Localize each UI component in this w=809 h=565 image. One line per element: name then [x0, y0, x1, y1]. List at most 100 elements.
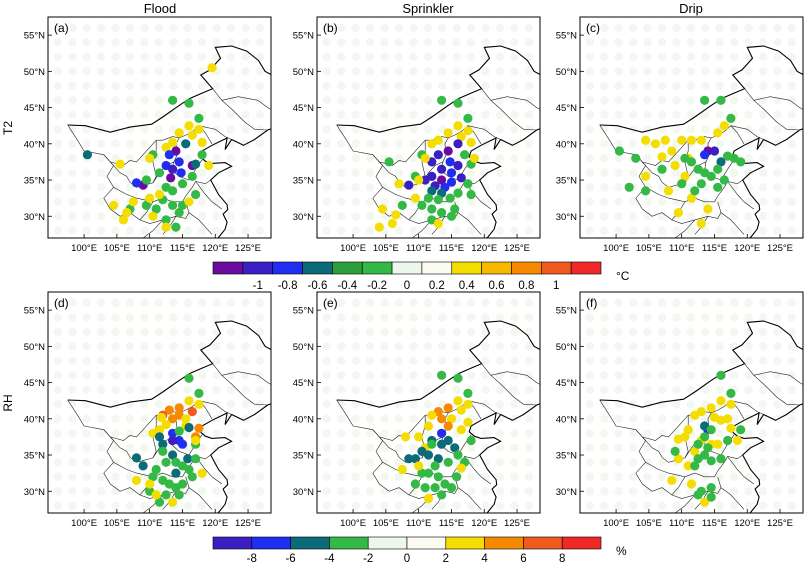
station-point — [194, 399, 204, 409]
lon-tick-label: 110°E — [406, 518, 431, 529]
column-title-drip: Drip — [679, 1, 703, 16]
station-point — [716, 157, 726, 167]
station-point — [716, 370, 726, 380]
province-border — [221, 371, 271, 385]
station-point — [427, 439, 437, 449]
station-point — [443, 403, 453, 413]
lon-tick-label: 110°E — [406, 243, 431, 254]
station-point — [378, 204, 388, 214]
province-border — [753, 96, 803, 110]
station-point — [736, 425, 746, 435]
colorbar-swatch — [302, 261, 333, 275]
province-border — [372, 462, 409, 496]
station-point — [723, 151, 733, 161]
background-station-grid — [53, 298, 265, 510]
station-point — [437, 414, 447, 424]
station-point — [197, 150, 207, 160]
lon-tick-label: 100°E — [603, 243, 629, 254]
station-point — [686, 479, 697, 489]
station-point — [194, 124, 204, 134]
station-point — [716, 454, 726, 464]
station-point — [437, 439, 447, 449]
station-point — [466, 189, 476, 200]
lat-tick-label: 50°N — [24, 342, 45, 353]
station-point — [166, 173, 176, 183]
lon-tick-label: 105°E — [636, 243, 662, 254]
station-point — [181, 139, 191, 149]
lat-tick-label: 50°N — [293, 67, 314, 78]
lat-tick-label: 40°N — [24, 139, 45, 150]
station-point — [443, 457, 453, 467]
station-point — [174, 128, 184, 138]
station-point — [423, 193, 434, 203]
station-point — [138, 461, 148, 471]
province-border — [198, 400, 232, 415]
colorbar-label: 8 — [559, 553, 565, 565]
station-point — [177, 439, 188, 449]
station-point — [177, 479, 188, 489]
province-border — [635, 187, 672, 221]
station-point — [174, 426, 184, 436]
station-point — [713, 164, 723, 174]
lon-tick-label: 105°E — [373, 243, 399, 254]
panel-frame — [47, 16, 272, 239]
station-point — [437, 428, 447, 438]
lon-tick-label: 115°E — [170, 243, 195, 254]
lon-tick-label: 100°E — [603, 518, 629, 529]
background-station-grid — [585, 298, 797, 510]
station-point — [414, 432, 424, 442]
station-point — [456, 132, 466, 142]
lon-tick-label: 120°E — [471, 518, 497, 529]
station-point — [145, 479, 155, 489]
station-point — [197, 468, 207, 478]
station-point — [703, 204, 713, 214]
colorbar-label: -2 — [363, 553, 373, 565]
lat-tick-label: 50°N — [24, 67, 45, 78]
station-point — [683, 461, 693, 471]
station-point — [713, 439, 723, 449]
station-point — [446, 483, 457, 493]
station-point — [151, 464, 161, 475]
colorbar-label: -8 — [247, 553, 257, 565]
province-border — [753, 371, 803, 385]
station-point — [453, 188, 463, 198]
lon-tick-label: 115°E — [702, 243, 727, 254]
colorbar-label: 0.8 — [518, 280, 534, 292]
station-point — [463, 388, 473, 398]
colorbar-swatch — [523, 536, 563, 550]
station-point — [670, 446, 680, 456]
station-point — [680, 153, 690, 163]
panel-label: (e) — [323, 296, 338, 310]
lat-tick-label: 35°N — [24, 176, 45, 187]
station-point — [445, 193, 455, 203]
station-point — [427, 186, 437, 196]
colorbar-swatch — [242, 261, 273, 275]
lon-tick-label: 115°E — [439, 243, 464, 254]
panel-frame — [316, 16, 541, 239]
panel-frame — [47, 291, 272, 514]
station-point — [168, 137, 178, 147]
lat-tick-label: 50°N — [293, 342, 314, 353]
province-border — [411, 219, 433, 238]
lat-tick-label: 50°N — [556, 342, 577, 353]
lat-tick-label: 35°N — [556, 176, 577, 187]
lon-tick-label: 120°E — [734, 243, 760, 254]
station-point — [450, 443, 460, 453]
background-station-grid — [322, 298, 534, 510]
station-point — [456, 405, 466, 415]
station-point — [726, 399, 736, 409]
lon-tick-label: 125°E — [504, 518, 530, 529]
station-point — [417, 200, 427, 210]
station-point — [168, 164, 178, 174]
panel-frame — [579, 16, 804, 239]
colorbar-label: 2 — [443, 553, 449, 565]
colorbar-label: -0.4 — [337, 280, 357, 292]
province-border — [490, 96, 540, 110]
station-point — [693, 439, 703, 449]
station-point — [184, 121, 194, 131]
station-point — [690, 461, 700, 471]
station-point — [194, 423, 204, 433]
station-point — [414, 461, 424, 471]
colorbar-unit: % — [616, 544, 627, 558]
